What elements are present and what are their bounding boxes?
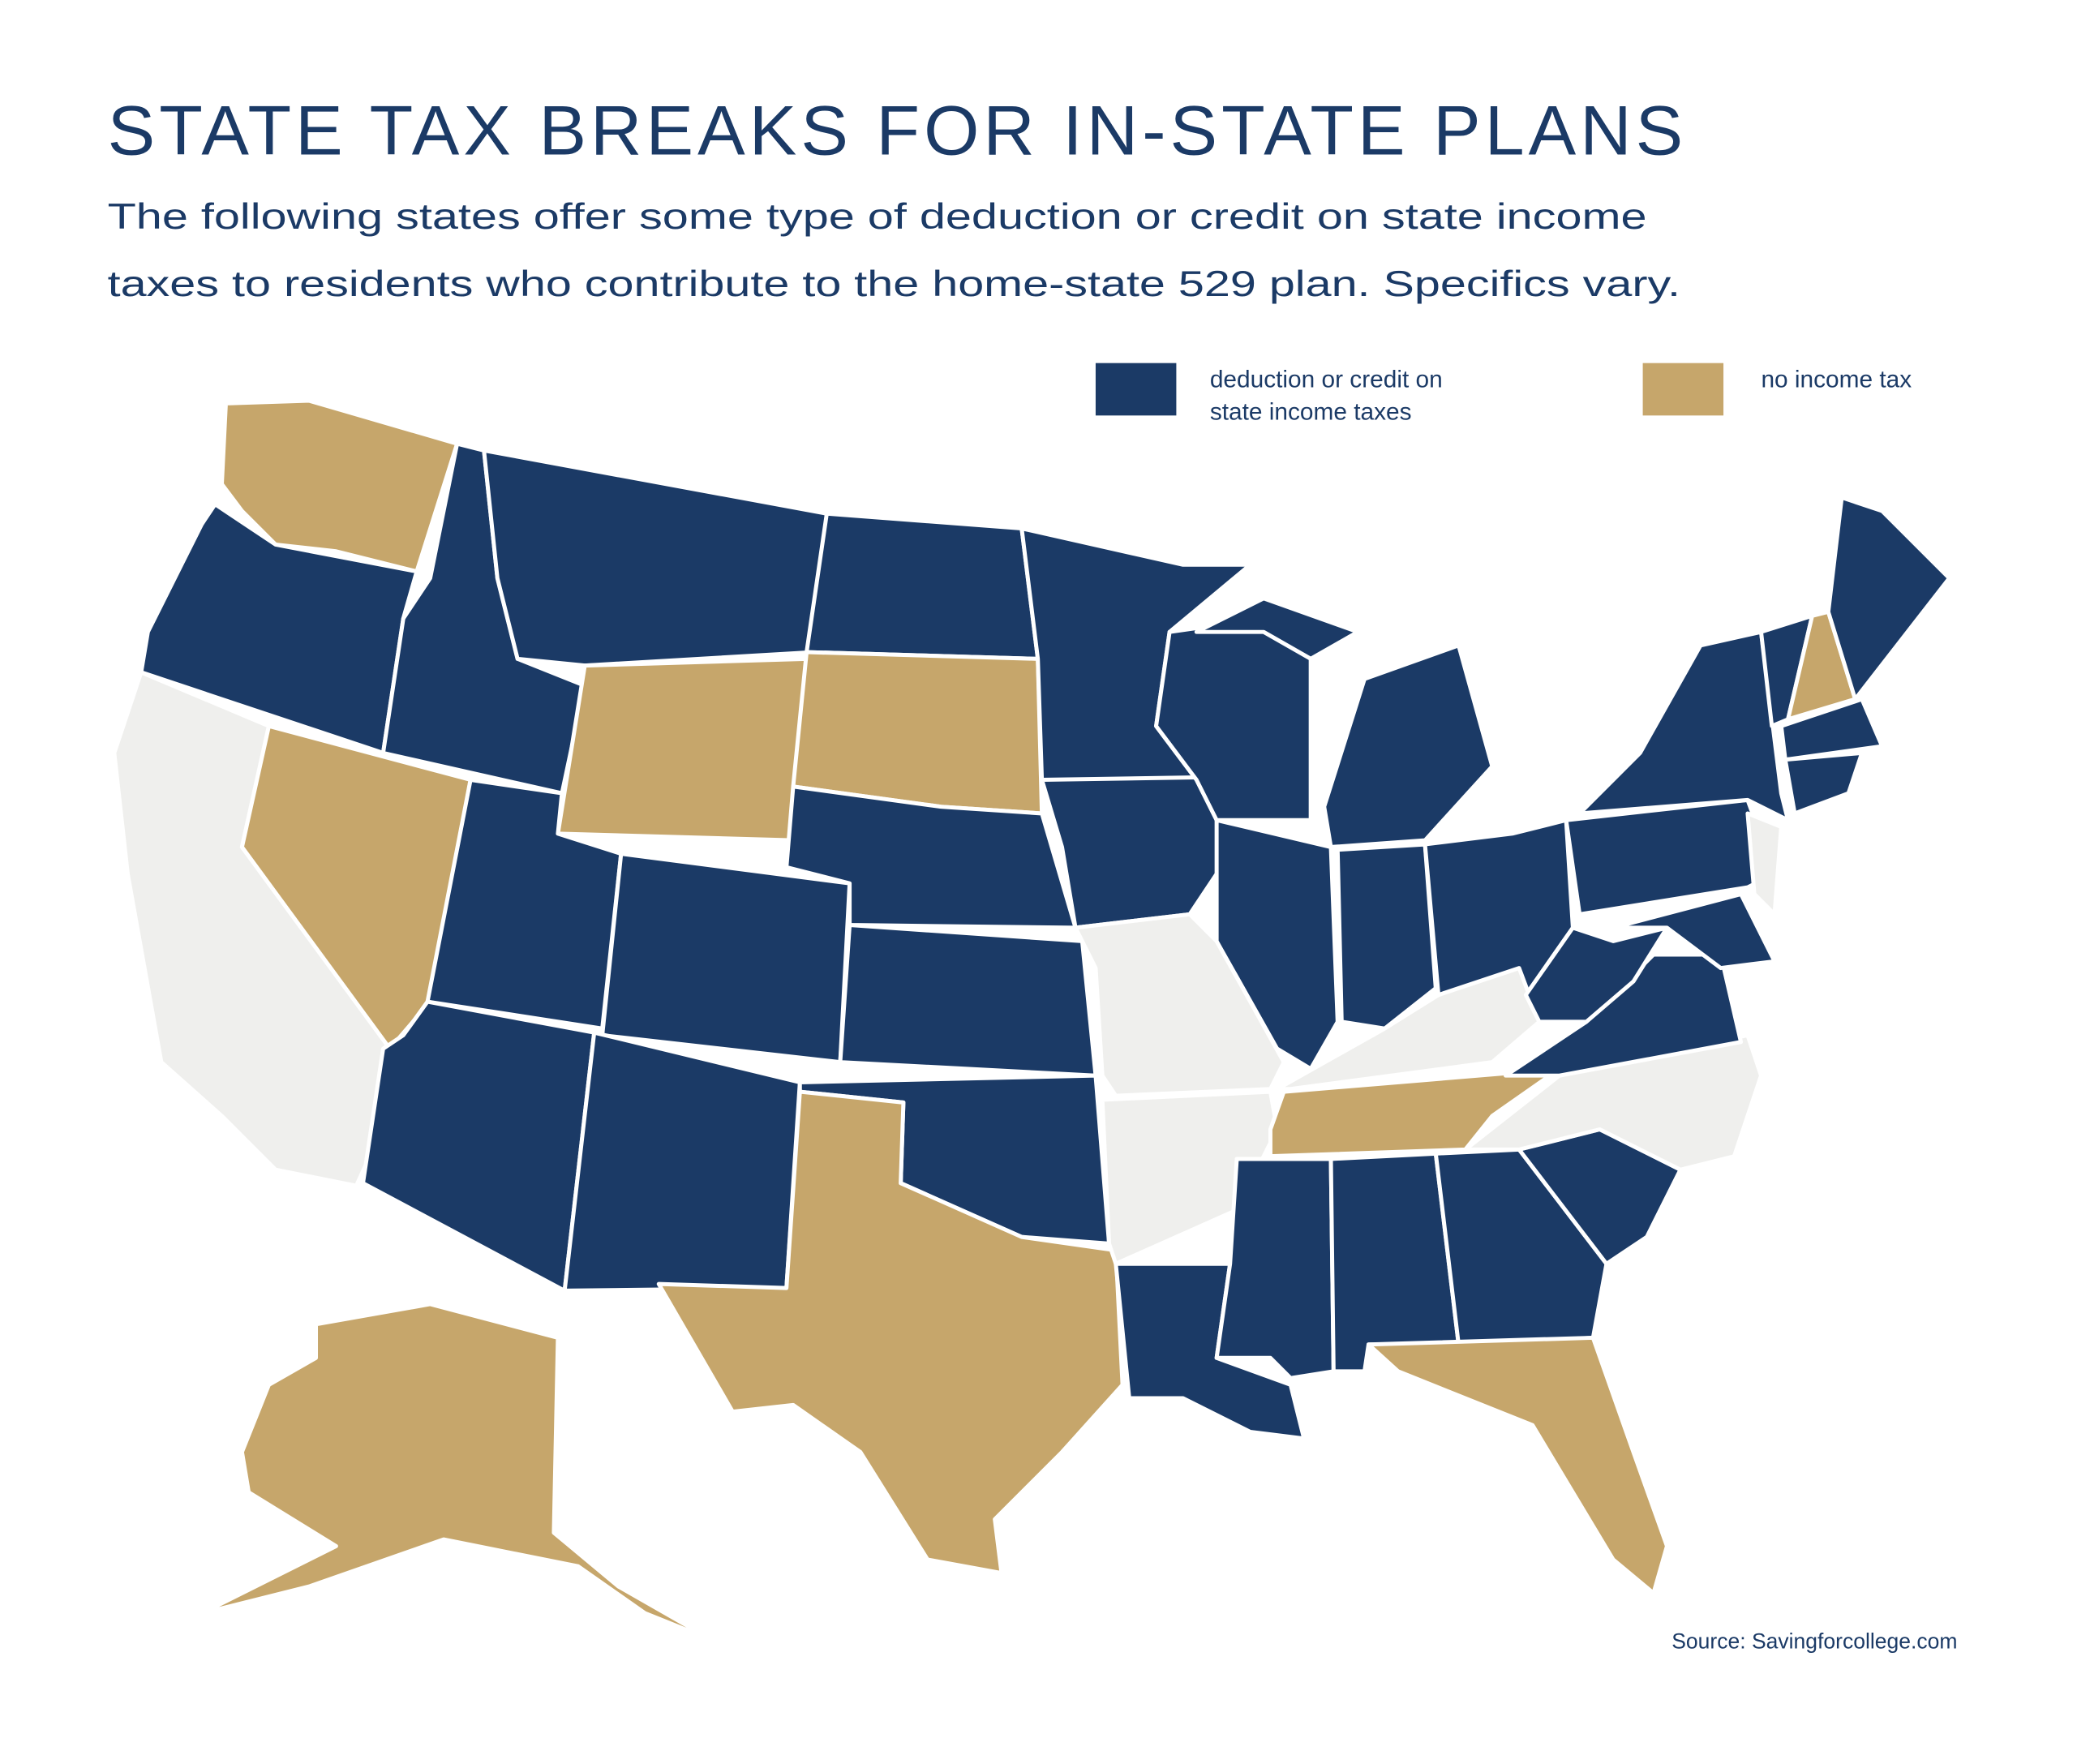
us-map bbox=[112, 398, 1952, 1642]
source: Source: Savingforcollege.com bbox=[1671, 1629, 1957, 1653]
state bbox=[1779, 697, 1885, 762]
state bbox=[1322, 643, 1495, 849]
subtitle-line: The following states offer some type of … bbox=[108, 196, 1647, 237]
state bbox=[482, 448, 829, 668]
state bbox=[220, 398, 460, 574]
state bbox=[556, 656, 809, 843]
state bbox=[1366, 1335, 1669, 1595]
state bbox=[1523, 925, 1669, 1024]
state bbox=[600, 852, 852, 1065]
legend-label: no income tax bbox=[1761, 367, 1912, 393]
state bbox=[1194, 596, 1360, 661]
legend-label: deduction or credit on bbox=[1210, 367, 1443, 393]
state bbox=[1335, 842, 1438, 1031]
state bbox=[791, 650, 1045, 816]
state bbox=[1783, 750, 1865, 816]
legend-swatch bbox=[1095, 363, 1177, 416]
state bbox=[1268, 1067, 1562, 1159]
state bbox=[1214, 1157, 1336, 1380]
state bbox=[139, 502, 419, 755]
state bbox=[1577, 629, 1791, 822]
state bbox=[1745, 811, 1783, 916]
title: STATE TAX BREAKS FOR IN-STATE PLANS bbox=[108, 92, 1688, 170]
state bbox=[562, 1030, 802, 1293]
state bbox=[1073, 912, 1286, 1098]
state bbox=[805, 511, 1041, 661]
legend-label: state income taxes bbox=[1210, 398, 1412, 425]
subtitle-line: taxes to residents who contribute to the… bbox=[108, 264, 1680, 304]
legend-swatch bbox=[1642, 363, 1724, 416]
state bbox=[1826, 495, 1952, 702]
state bbox=[838, 923, 1098, 1078]
state bbox=[784, 784, 1078, 930]
state bbox=[1611, 891, 1777, 971]
state bbox=[656, 1089, 1125, 1575]
state bbox=[1040, 775, 1233, 930]
state bbox=[200, 1302, 715, 1642]
state bbox=[361, 999, 597, 1293]
